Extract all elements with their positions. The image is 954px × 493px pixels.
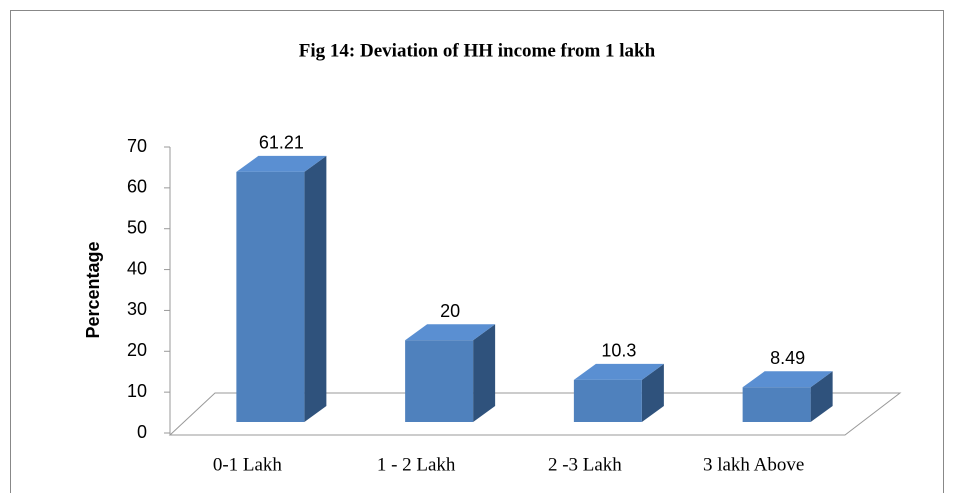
bar-front xyxy=(573,379,642,422)
bar-top xyxy=(405,324,496,341)
y-tick-label: 60 xyxy=(127,177,147,197)
bar-front xyxy=(742,387,811,422)
floor xyxy=(168,392,902,436)
x-tick-label: 0-1 Lakh xyxy=(213,454,283,475)
bar-side xyxy=(473,324,496,422)
chart-title: Fig 14: Deviation of HH income from 1 la… xyxy=(299,40,656,61)
y-tick-label: 10 xyxy=(127,381,147,401)
bar-top xyxy=(742,371,833,388)
data-label: 61.21 xyxy=(259,133,304,153)
data-label: 10.3 xyxy=(601,341,636,361)
x-tick-label: 2 -3 Lakh xyxy=(548,454,622,475)
data-label: 8.49 xyxy=(770,348,805,368)
y-tick-label: 50 xyxy=(127,217,147,237)
y-axis-label: Percentage xyxy=(83,241,103,338)
bar-front xyxy=(236,171,305,422)
bar xyxy=(236,155,327,422)
y-tick-label: 20 xyxy=(127,340,147,360)
bar xyxy=(742,371,833,422)
bar-top xyxy=(573,363,664,380)
bar-side xyxy=(810,371,833,422)
y-tick-label: 0 xyxy=(137,422,147,442)
y-tick-label: 40 xyxy=(127,258,147,278)
data-label: 20 xyxy=(440,301,460,321)
bar-front xyxy=(405,340,474,422)
bar xyxy=(405,324,496,422)
y-tick-label: 30 xyxy=(127,299,147,319)
bar-side xyxy=(641,363,664,422)
y-tick-label: 70 xyxy=(127,136,147,156)
bar xyxy=(573,363,664,422)
bar-side xyxy=(304,155,327,422)
bar-top xyxy=(236,155,327,172)
x-tick-label: 1 - 2 Lakh xyxy=(377,454,456,475)
x-tick-label: 3 lakh Above xyxy=(703,454,804,475)
